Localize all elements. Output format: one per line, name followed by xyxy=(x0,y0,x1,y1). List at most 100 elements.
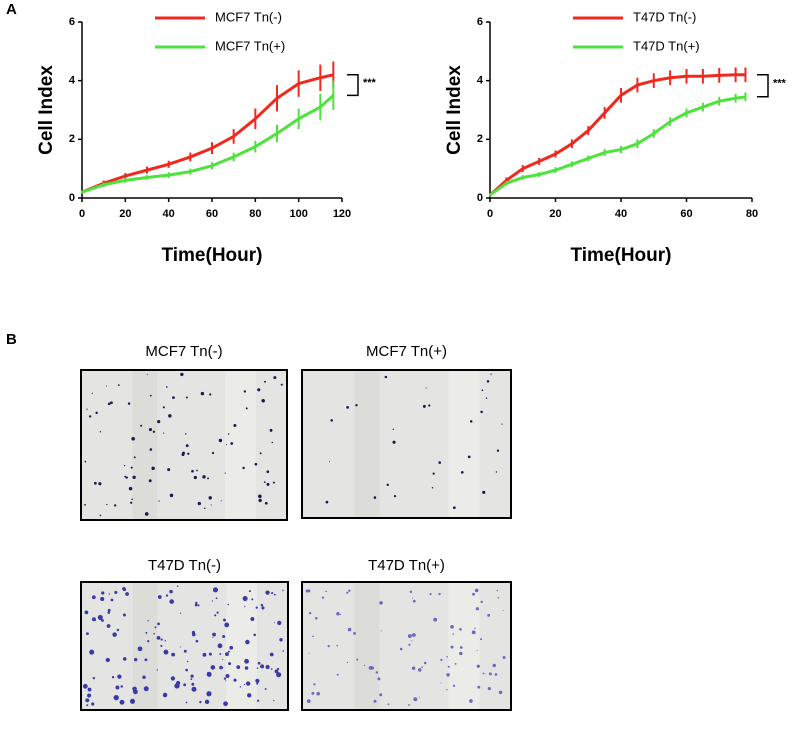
colony xyxy=(368,665,373,670)
panel-label: A xyxy=(6,1,17,18)
colony xyxy=(469,699,473,703)
y-tick-label: 6 xyxy=(477,16,483,28)
colony xyxy=(181,453,185,457)
colony xyxy=(157,622,160,626)
colony xyxy=(488,672,492,676)
colony xyxy=(216,611,219,614)
colony xyxy=(197,604,200,607)
colony xyxy=(413,697,418,702)
colony xyxy=(392,428,394,431)
colony xyxy=(115,685,120,690)
colony xyxy=(266,470,270,474)
x-tick-label: 80 xyxy=(746,208,758,220)
colony xyxy=(228,662,232,666)
x-axis-title: Time(Hour) xyxy=(571,245,672,266)
colony xyxy=(450,645,454,649)
colony xyxy=(276,667,280,671)
colony xyxy=(498,690,503,695)
colony xyxy=(148,479,152,483)
colony xyxy=(250,617,255,622)
colony xyxy=(273,622,275,624)
colony xyxy=(151,466,155,471)
colony xyxy=(411,633,416,637)
colony xyxy=(269,652,274,657)
colony xyxy=(97,614,103,621)
colony xyxy=(277,620,282,626)
colony xyxy=(431,487,434,489)
colony xyxy=(260,664,265,669)
colony xyxy=(373,496,377,499)
colony xyxy=(265,664,270,670)
colony xyxy=(147,639,150,643)
colony xyxy=(272,481,275,484)
photo-shade xyxy=(354,582,380,710)
colony xyxy=(438,592,441,596)
colony xyxy=(195,639,199,643)
colony xyxy=(193,475,198,480)
colony xyxy=(168,414,172,418)
colony xyxy=(242,596,248,602)
colony xyxy=(225,680,227,682)
bracket xyxy=(347,74,359,97)
colony xyxy=(474,588,479,593)
colony xyxy=(176,585,179,587)
colony xyxy=(346,661,349,664)
colony xyxy=(149,394,152,397)
colony xyxy=(321,596,325,599)
colony xyxy=(117,384,120,386)
colony xyxy=(476,650,478,652)
colony xyxy=(256,699,260,702)
colony xyxy=(481,389,484,392)
colony xyxy=(131,437,135,441)
photo-frame xyxy=(80,369,288,521)
colony xyxy=(446,673,450,677)
colony xyxy=(106,624,111,628)
colony xyxy=(180,372,184,377)
colony xyxy=(353,631,356,635)
colony xyxy=(313,683,316,686)
colony xyxy=(475,607,479,611)
colony xyxy=(91,702,95,706)
colony xyxy=(200,391,205,396)
colony xyxy=(91,617,96,622)
colony xyxy=(408,643,411,646)
colony xyxy=(170,676,176,681)
annotation: *** xyxy=(363,77,377,89)
colony xyxy=(180,612,182,614)
colony xyxy=(127,402,131,405)
colony xyxy=(423,661,427,665)
colony xyxy=(273,376,277,380)
colony xyxy=(496,449,500,452)
colony xyxy=(116,628,120,632)
photo-shade xyxy=(225,582,257,710)
x-tick-label: 40 xyxy=(615,208,627,220)
colony xyxy=(336,673,339,676)
colony xyxy=(227,603,229,606)
colony xyxy=(89,649,95,655)
colony xyxy=(212,636,214,638)
colony xyxy=(379,601,383,605)
colony xyxy=(128,486,133,491)
colony xyxy=(204,699,210,705)
colony xyxy=(130,466,133,469)
colony xyxy=(407,634,412,639)
colony xyxy=(233,423,237,427)
photo-frame xyxy=(80,581,289,711)
colony xyxy=(348,589,351,592)
colony xyxy=(123,464,126,467)
colony xyxy=(243,390,247,393)
colony xyxy=(179,646,181,648)
colony xyxy=(377,677,381,681)
colony xyxy=(222,658,224,660)
colony xyxy=(225,652,229,657)
colony xyxy=(187,452,190,455)
x-tick-label: 0 xyxy=(79,208,85,220)
colony xyxy=(280,383,283,386)
colony xyxy=(316,691,320,696)
colony xyxy=(214,614,217,617)
colony xyxy=(440,682,442,684)
x-tick-label: 0 xyxy=(487,208,493,220)
colony xyxy=(131,498,133,501)
photo-shade xyxy=(448,582,480,710)
